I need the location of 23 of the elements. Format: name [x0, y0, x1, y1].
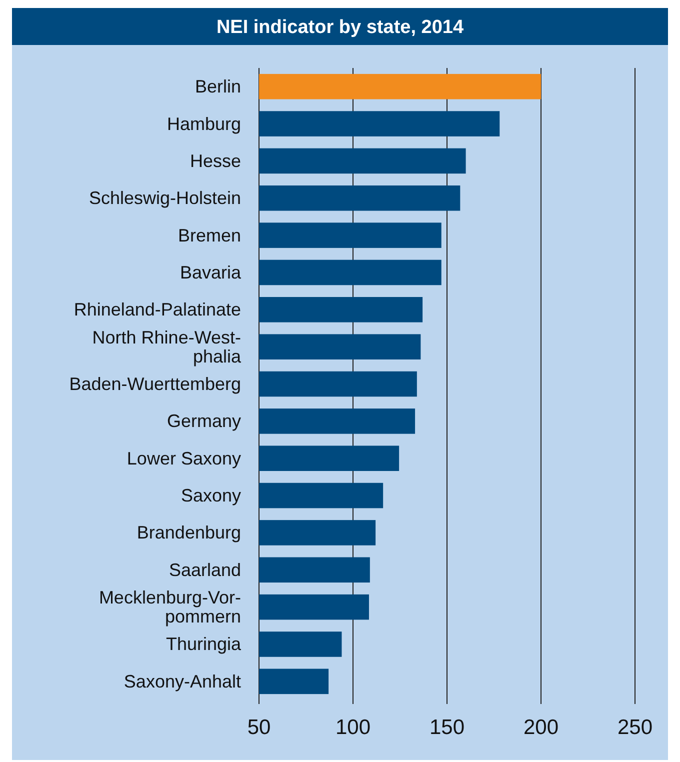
x-tick-label: 50 — [247, 716, 271, 739]
y-tick-label: Bavaria — [180, 262, 242, 282]
y-tick-label: Berlin — [194, 76, 241, 97]
y-tick-label: Schleswig-Holstein — [88, 188, 241, 208]
y-tick-label: North Rhine-West- phalia — [92, 327, 242, 366]
y-tick-label: Baden-Wuerttemberg — [69, 374, 241, 394]
y-tick-label: Lower Saxony — [126, 448, 241, 468]
y-tick-label: Germany — [166, 411, 241, 432]
y-tick-label: Hamburg — [166, 114, 241, 134]
x-tick-label: 150 — [429, 716, 465, 739]
y-tick-label: Bremen — [178, 225, 241, 246]
y-tick-label: Brandenburg — [136, 522, 241, 543]
chart-title: NEI indicator by state, 2014 — [216, 17, 464, 38]
y-tick-label: Saxony-Anhalt — [124, 671, 241, 692]
x-tick-label: 200 — [523, 716, 559, 739]
x-tick-label: 100 — [335, 716, 371, 739]
y-tick-label: Saarland — [168, 560, 241, 580]
x-tick-label: 250 — [617, 716, 653, 739]
y-tick-label: Hesse — [190, 150, 241, 171]
y-tick-label: Mecklenburg-Vor- pommern — [98, 588, 241, 627]
y-tick-label: Thuringia — [166, 634, 242, 654]
y-tick-label: Saxony — [180, 486, 241, 506]
y-tick-label: Rhineland-Palatinate — [74, 300, 241, 320]
